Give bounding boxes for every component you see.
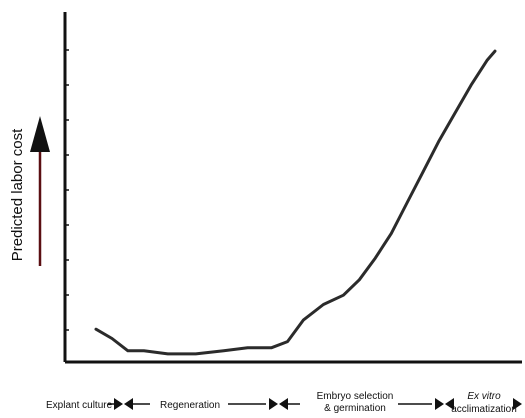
stage-label-exvitro: Ex vitro <box>467 391 501 402</box>
cost-curve-line <box>94 49 497 356</box>
stage-arrow-right <box>114 398 123 410</box>
stage-arrow-left <box>279 398 288 410</box>
stage-label-embryo: Embryo selection <box>317 391 394 402</box>
stage-arrow-right <box>513 398 522 410</box>
y-axis-label: Predicted labor cost <box>9 128 26 261</box>
y-axis-ticks <box>65 49 69 331</box>
stage-label-germination: & germination <box>324 403 386 414</box>
stage-timeline: Explant culture Regeneration Embryo select… <box>46 391 522 415</box>
stage-arrow-right <box>269 398 278 410</box>
stage-label-regeneration: Regeneration <box>160 400 220 411</box>
stage-arrow-right <box>435 398 444 410</box>
stage-arrow-left <box>124 398 133 410</box>
stage-label-explant: Explant culture <box>46 400 113 411</box>
stage-arrow-left <box>445 398 454 410</box>
increase-arrow-icon <box>30 116 50 266</box>
stage-label-acclimatization: acclimatization <box>451 404 517 415</box>
